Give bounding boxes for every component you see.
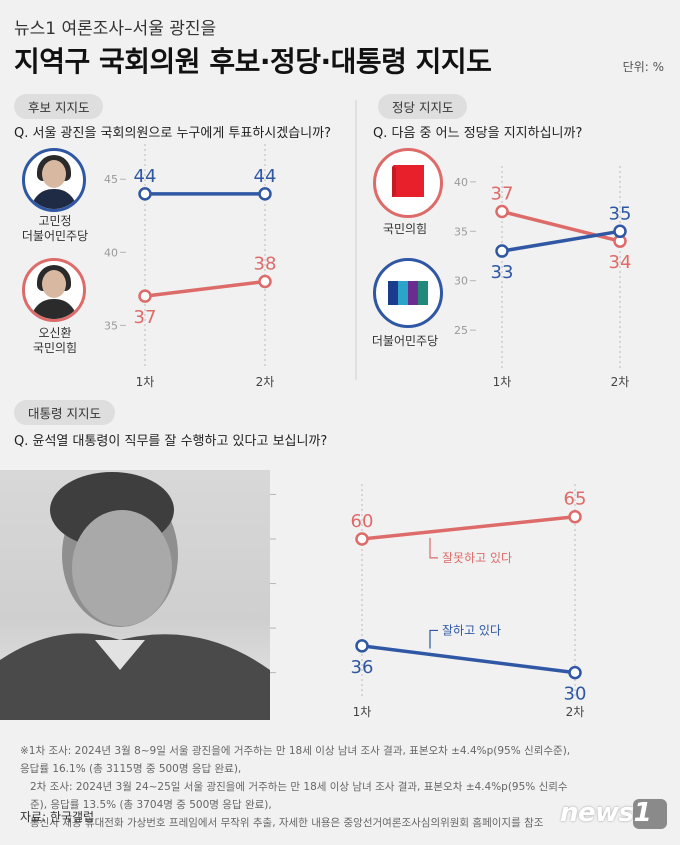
president-photo-icon xyxy=(0,470,270,720)
unit-label: 단위: % xyxy=(622,60,664,74)
x-tick-label: 1차 xyxy=(136,375,155,389)
series-leader-line xyxy=(429,537,438,559)
source-label: 자료: 한국갤럽 xyxy=(20,810,95,824)
x-tick-label: 2차 xyxy=(611,375,630,389)
series-line xyxy=(361,644,576,675)
data-point xyxy=(138,289,152,303)
ppp-logo-icon xyxy=(373,148,443,218)
data-point xyxy=(495,244,509,258)
x-tick-label: 2차 xyxy=(566,705,585,719)
y-tick-label: 40 xyxy=(104,246,118,259)
data-point xyxy=(568,509,582,524)
data-point xyxy=(613,224,627,239)
footnote-line: 2차 조사: 2024년 3월 24~25일 서울 광진을에 거주하는 만 18… xyxy=(30,781,568,811)
data-point xyxy=(355,532,369,546)
democratic-logo-shape xyxy=(388,281,428,305)
president-photo-shape xyxy=(0,472,270,720)
data-label: 34 xyxy=(609,252,632,273)
party-chart: 25 30 35 40 1차 2차 37 34 33 35 xyxy=(454,166,631,389)
candidate-party: 국민의힘 xyxy=(32,341,78,355)
data-label: 44 xyxy=(134,166,157,187)
candidate-section-label: 후보 지지도 xyxy=(14,94,104,119)
y-tick-label: 40 xyxy=(454,176,468,189)
data-label: 65 xyxy=(564,489,587,510)
data-point xyxy=(258,274,272,289)
data-label: 60 xyxy=(351,511,374,532)
y-tick-label: 25 xyxy=(454,324,468,337)
data-point xyxy=(495,204,509,219)
party-question: Q. 다음 중 어느 정당을 지지하십니까? xyxy=(373,126,583,141)
party-section-label: 정당 지지도 xyxy=(378,94,468,119)
data-point xyxy=(258,187,272,201)
data-label: 36 xyxy=(351,657,374,678)
democratic-party-logo-icon xyxy=(373,258,443,328)
series-name-label: 잘하고 있다 xyxy=(442,623,501,637)
data-label: 38 xyxy=(254,254,277,275)
candidate-portrait-icon xyxy=(22,258,86,322)
candidate-name: 오신환 xyxy=(38,326,72,340)
y-tick-label: 35 xyxy=(454,225,468,238)
y-tick-label: 35 xyxy=(104,319,118,332)
president-question: Q. 윤석열 대통령이 직무를 잘 수행하고 있다고 보십니까? xyxy=(14,434,328,449)
footnotes: ※1차 조사: 2024년 3월 8~9일 서울 광진을에 거주하는 만 18세… xyxy=(20,742,580,832)
y-tick-label: 45 xyxy=(104,173,118,186)
data-label: 37 xyxy=(491,184,514,205)
series-name-label: 잘못하고 있다 xyxy=(442,551,512,565)
data-label: 33 xyxy=(491,262,514,283)
series-line xyxy=(501,229,621,253)
data-point xyxy=(568,665,582,680)
candidate-portrait-icon xyxy=(22,148,86,212)
header-kicker: 뉴스1 여론조사–서울 광진을 xyxy=(14,19,217,39)
candidate-party: 더불어민주당 xyxy=(21,229,89,243)
y-tick-label: 30 xyxy=(454,275,468,288)
candidate-chart: 35 40 45 1차 2차 44 44 37 38 xyxy=(104,144,276,389)
data-label: 44 xyxy=(254,166,277,187)
party-label: 국민의힘 xyxy=(382,222,428,236)
data-label: 30 xyxy=(564,684,587,705)
brand-mark-icon xyxy=(633,799,667,829)
data-point xyxy=(138,187,152,201)
series-leader-line xyxy=(429,629,438,649)
candidate-label-1: 고민정 더불어민주당 xyxy=(0,214,110,244)
x-tick-label: 2차 xyxy=(256,375,275,389)
brand-logo: news1 xyxy=(560,798,652,828)
footnote-line: ※1차 조사: 2024년 3월 8~9일 서울 광진을에 거주하는 만 18세… xyxy=(20,745,571,775)
candidate-name: 고민정 xyxy=(38,214,72,228)
series-line xyxy=(144,279,266,298)
candidate-label-2: 오신환 국민의힘 xyxy=(0,326,110,356)
party-label: 더불어민주당 xyxy=(371,334,439,348)
president-section-label: 대통령 지지도 xyxy=(14,400,115,425)
candidate-question: Q. 서울 광진을 국회의원으로 누구에게 투표하시겠습니까? xyxy=(14,126,332,141)
ppp-logo-shape xyxy=(392,165,424,197)
x-tick-label: 1차 xyxy=(353,705,372,719)
footnote-line: 통신사 제공 휴대전화 가상번호 프레임에서 무작위 추출, 자세한 내용은 중… xyxy=(30,817,544,829)
x-tick-label: 1차 xyxy=(493,375,512,389)
data-label: 37 xyxy=(134,307,157,328)
series-line xyxy=(361,514,576,541)
series-line xyxy=(501,209,621,243)
page-title: 지역구 국회의원 후보·정당·대통령 지지도 xyxy=(14,45,492,78)
data-point xyxy=(355,639,369,653)
data-label: 35 xyxy=(609,203,632,224)
